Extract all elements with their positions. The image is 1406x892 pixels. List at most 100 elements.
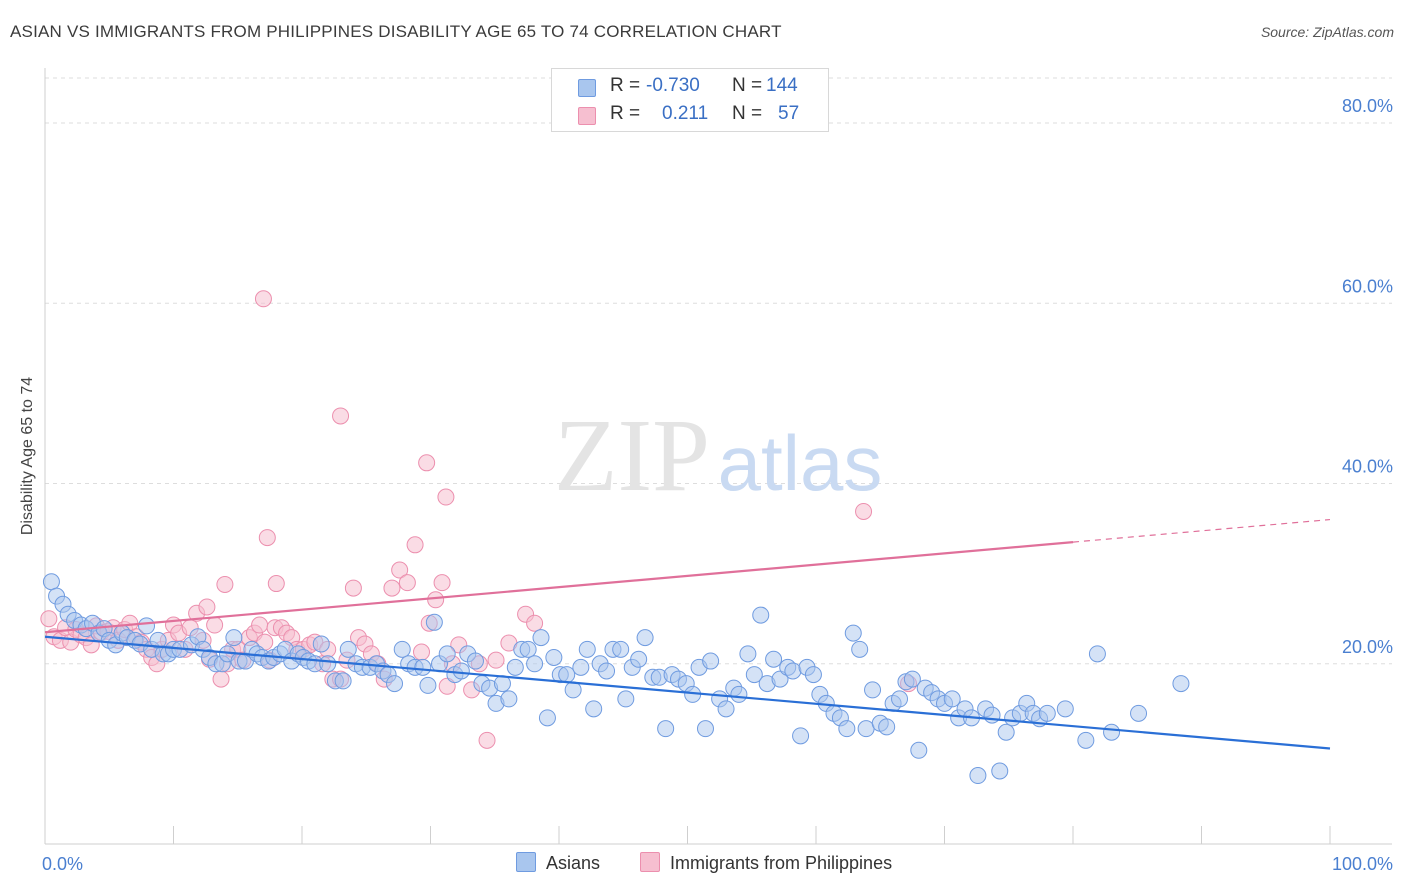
y-tick-label: 60.0% — [1342, 276, 1393, 296]
data-point-asians — [891, 690, 909, 708]
data-point-philippines — [438, 677, 456, 695]
data-point-asians — [564, 681, 582, 699]
data-point-asians — [386, 675, 404, 693]
data-point-asians — [1130, 704, 1148, 722]
data-point-asians — [745, 666, 763, 684]
data-point-asians — [844, 624, 862, 642]
data-point-philippines — [332, 407, 350, 425]
data-point-asians — [506, 658, 524, 676]
data-point-asians — [739, 645, 757, 663]
data-point-asians — [225, 629, 243, 647]
data-point-asians — [765, 650, 783, 668]
data-point-asians — [425, 613, 443, 631]
data-point-philippines — [427, 591, 445, 609]
data-point-asians — [943, 690, 961, 708]
y-tick-label: 20.0% — [1342, 637, 1393, 657]
data-point-asians — [334, 672, 352, 690]
data-point-philippines — [478, 731, 496, 749]
data-point-philippines — [344, 579, 362, 597]
data-point-asians — [452, 662, 470, 680]
legend-r-value: 0.211 — [662, 103, 709, 124]
legend-label-philippines: Immigrants from Philippines — [670, 853, 893, 873]
y-tick-label: 40.0% — [1342, 457, 1393, 477]
trend-line-philippines-extension — [1072, 518, 1331, 543]
legend-item-philippines: Immigrants from Philippines — [640, 852, 892, 874]
data-point-philippines — [526, 614, 544, 632]
data-point-asians — [630, 650, 648, 668]
data-point-philippines — [437, 488, 455, 506]
trend-line-asians — [44, 635, 1331, 750]
legend-item-asians: Asians — [516, 852, 600, 874]
data-point-asians — [532, 629, 550, 647]
data-point-asians — [393, 640, 411, 658]
data-point-asians — [730, 685, 748, 703]
data-point-philippines — [212, 670, 230, 688]
chart-title: ASIAN VS IMMIGRANTS FROM PHILIPPINES DIS… — [10, 22, 782, 41]
legend-n-label: N = — [732, 75, 763, 96]
watermark-zip: ZIP — [554, 398, 710, 513]
data-point-philippines — [216, 575, 234, 593]
data-point-philippines — [251, 616, 269, 634]
axes — [44, 68, 1392, 845]
data-point-philippines — [206, 616, 224, 634]
data-point-asians — [851, 640, 869, 658]
data-point-asians — [752, 606, 770, 624]
grid-lines — [45, 77, 1392, 665]
data-point-asians — [702, 652, 720, 670]
legend-n-value: 144 — [766, 75, 798, 96]
data-point-asians — [545, 648, 563, 666]
data-point-asians — [558, 666, 576, 684]
legend-swatch-philippines — [640, 852, 660, 872]
data-point-asians — [1077, 731, 1095, 749]
data-point-asians — [636, 629, 654, 647]
data-point-asians — [519, 640, 537, 658]
data-point-philippines — [40, 610, 58, 628]
legend-n-label: N = — [732, 103, 763, 124]
x-tick-label: 0.0% — [42, 854, 83, 874]
series-asians — [42, 573, 1190, 785]
legend-r-label: R = — [610, 103, 641, 124]
data-point-asians — [696, 720, 714, 738]
data-point-asians — [878, 718, 896, 736]
legend-n-value: 57 — [778, 103, 800, 124]
data-point-asians — [838, 720, 856, 738]
data-point-philippines — [418, 454, 436, 472]
data-point-asians — [969, 767, 987, 785]
data-point-asians — [538, 709, 556, 727]
data-point-asians — [903, 670, 921, 688]
data-point-asians — [612, 640, 630, 658]
x-tick-label: 100.0% — [1332, 854, 1393, 874]
data-point-philippines — [254, 290, 272, 308]
legend-r-value: -0.730 — [646, 75, 700, 96]
data-point-asians — [657, 720, 675, 738]
data-point-asians — [784, 662, 802, 680]
watermark: ZIP atlas — [554, 398, 882, 513]
data-point-asians — [804, 666, 822, 684]
data-point-philippines — [198, 598, 216, 616]
source-label: Source: ZipAtlas.com — [1260, 24, 1394, 40]
data-point-asians — [312, 635, 330, 653]
data-point-asians — [864, 681, 882, 699]
data-point-asians — [419, 676, 437, 694]
data-point-philippines — [433, 574, 451, 592]
data-point-asians — [991, 762, 1009, 780]
legend-row-philippines: R = 0.211 N = 57 — [552, 101, 828, 129]
data-point-asians — [578, 640, 596, 658]
legend-swatch-asians — [516, 852, 536, 872]
data-point-asians — [1172, 675, 1190, 693]
data-point-asians — [500, 690, 518, 708]
legend-r-label: R = — [610, 75, 641, 96]
data-point-philippines — [855, 502, 873, 520]
data-point-asians — [1056, 700, 1074, 718]
data-point-philippines — [391, 561, 409, 579]
legend-label-asians: Asians — [546, 853, 601, 873]
data-point-asians — [1103, 723, 1121, 741]
data-point-asians — [414, 658, 432, 676]
data-point-asians — [983, 706, 1001, 724]
legend-row-asians: R = -0.730 N = 144 — [552, 73, 828, 101]
trend-lines — [44, 518, 1331, 750]
data-point-asians — [617, 690, 635, 708]
data-point-asians — [792, 727, 810, 745]
data-point-asians — [572, 658, 590, 676]
